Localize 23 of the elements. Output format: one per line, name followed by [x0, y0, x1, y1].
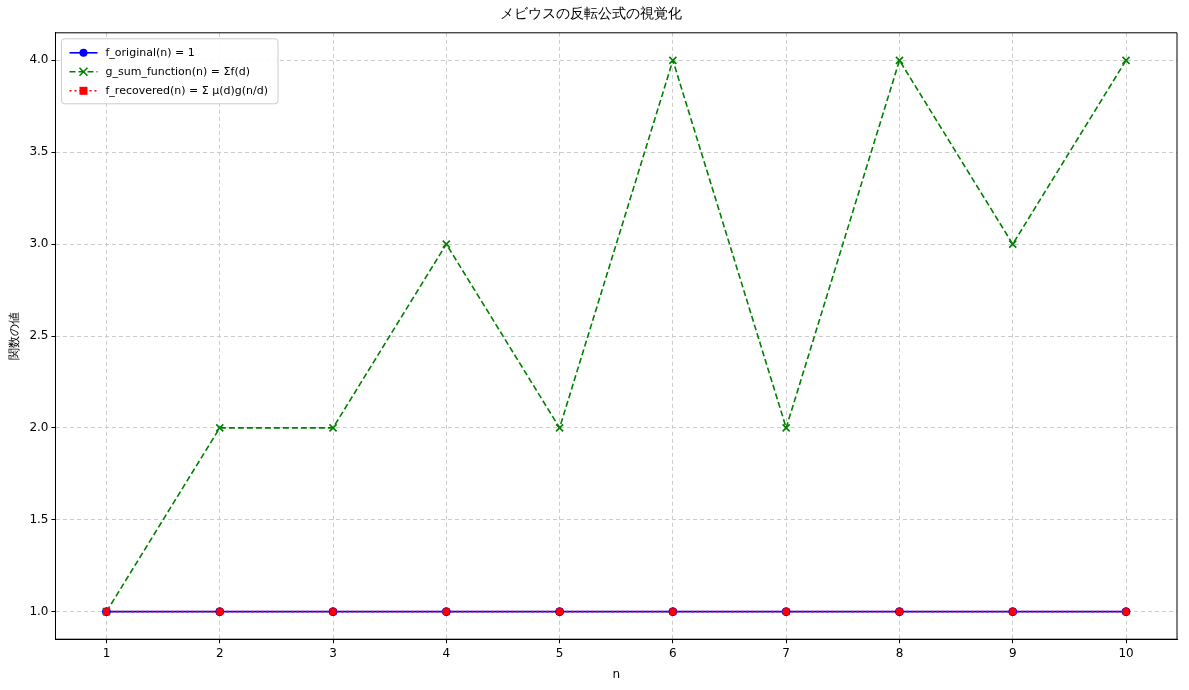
y-tick-label: 3.0 [29, 236, 49, 251]
chart-title: メビウスの反転公式の視覚化 [499, 5, 682, 22]
y-tick-label: 3.5 [29, 144, 49, 159]
legend-label: g_sum_function(n) = Σf(d) [105, 64, 250, 78]
x-tick-label: 9 [1008, 645, 1017, 660]
y-axis-title: 関数の値 [7, 312, 22, 360]
y-tick-label: 4.0 [29, 52, 49, 67]
x-tick-label: 4 [442, 645, 451, 660]
x-tick-label: 3 [329, 645, 337, 660]
x-tick-label: 7 [782, 645, 790, 660]
legend-label: f_recovered(n) = Σ μ(d)g(n/d) [105, 83, 268, 97]
y-tick-label: 1.0 [29, 603, 49, 618]
x-axis-title: n [612, 666, 621, 681]
x-tick-label: 8 [895, 645, 904, 660]
legend-label: f_original(n) = 1 [105, 45, 195, 59]
x-tick-label: 1 [102, 645, 111, 660]
y-tick-label: 2.0 [29, 420, 49, 434]
x-tick-label: 2 [215, 645, 224, 660]
x-tick-label: 5 [555, 645, 564, 660]
y-tick-label: 1.5 [29, 511, 49, 526]
x-tick-label: 6 [669, 645, 677, 660]
y-tick-label: 2.5 [29, 328, 49, 343]
x-tick-label: 10 [1118, 645, 1134, 660]
